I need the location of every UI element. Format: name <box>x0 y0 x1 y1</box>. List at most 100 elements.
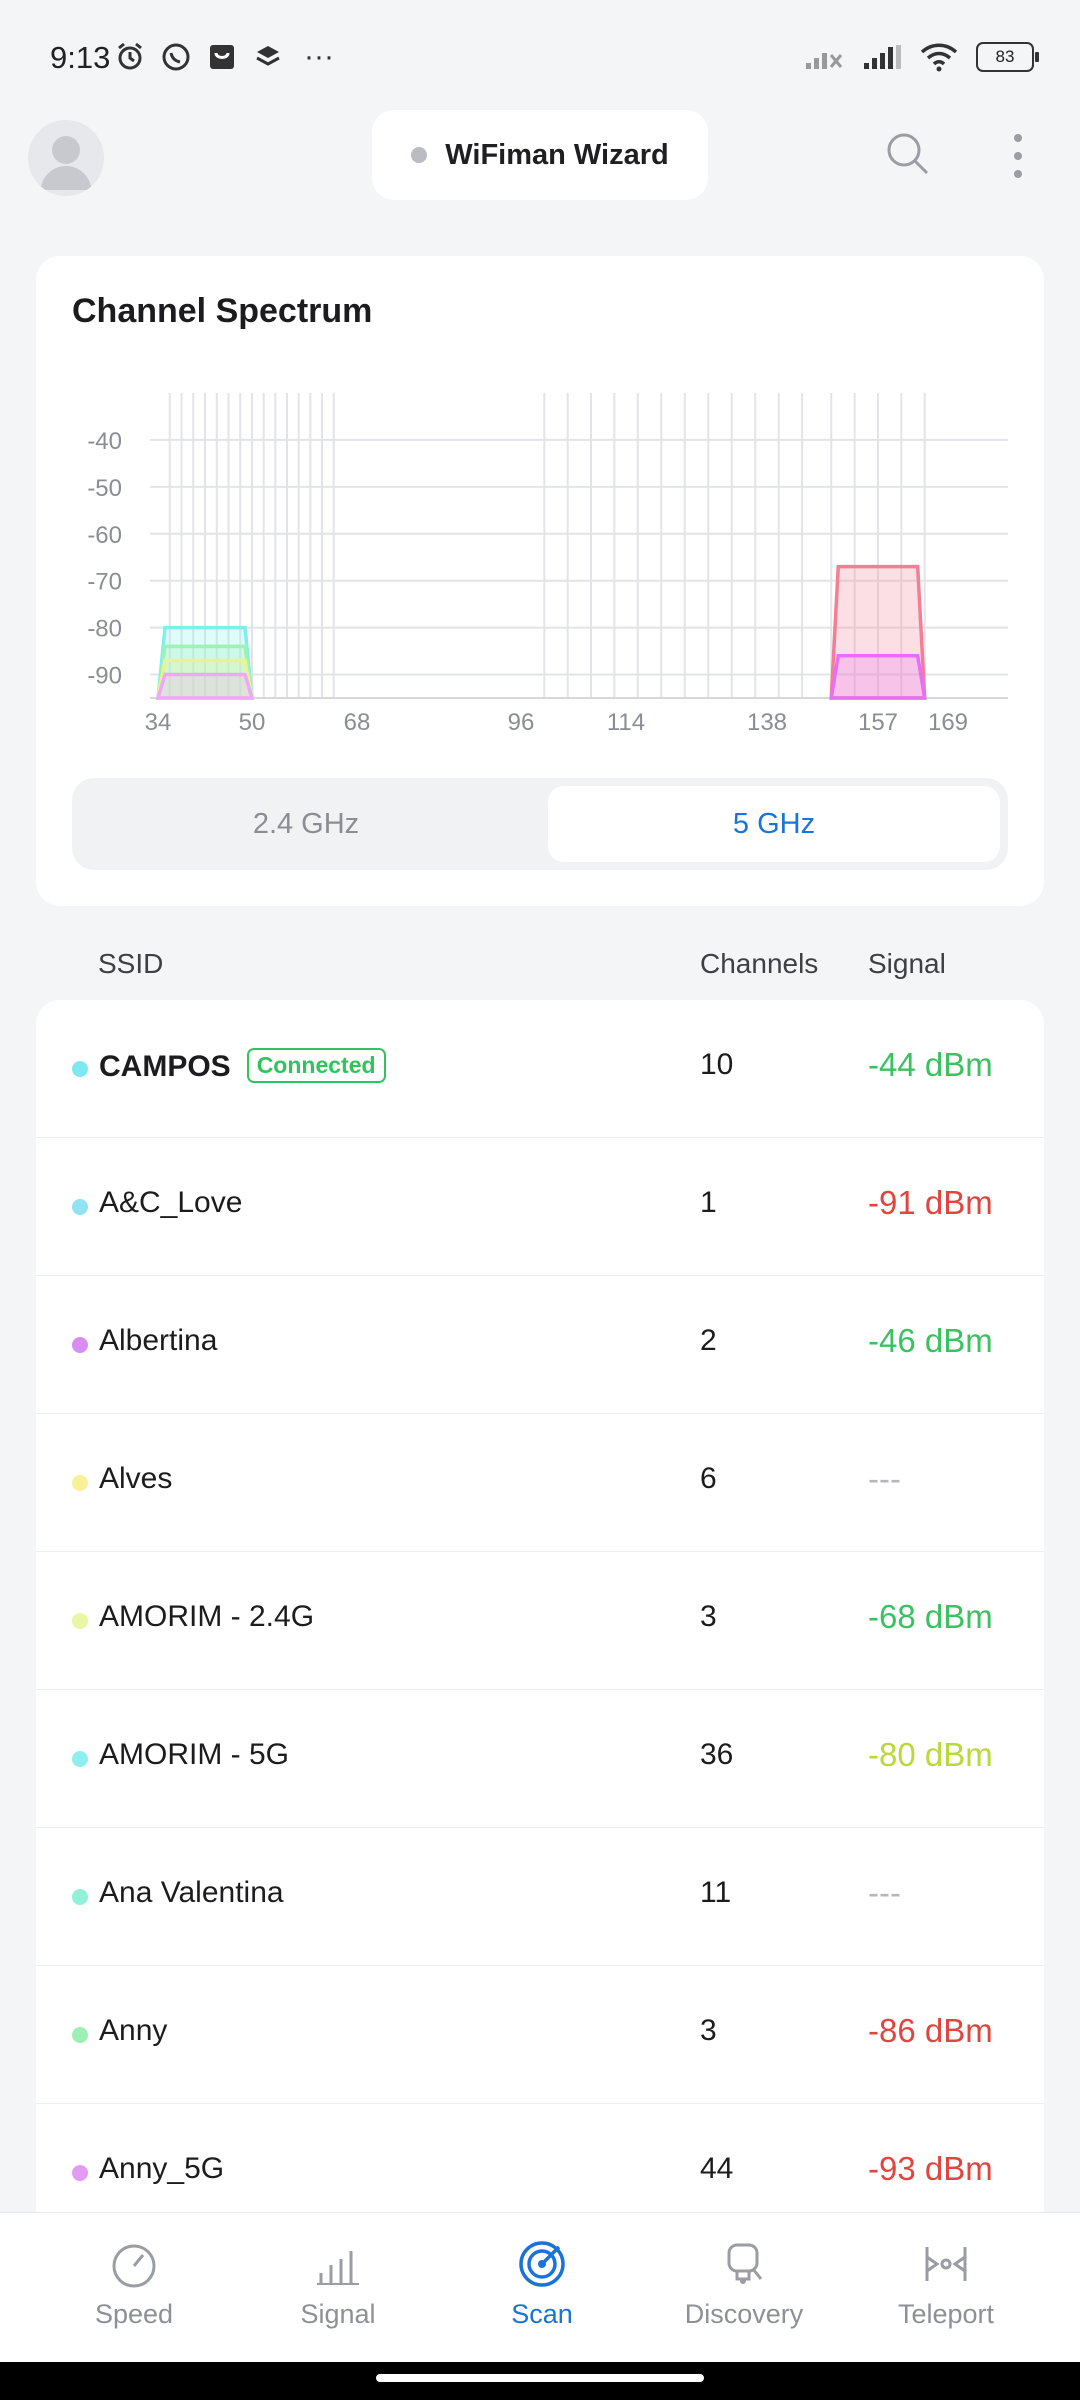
network-channel: 2 <box>700 1324 717 1357</box>
speedometer-icon <box>112 2244 156 2288</box>
network-row[interactable]: AMORIM - 2.4G 3 -68 dBm <box>36 1552 1044 1690</box>
status-time: 9:13 <box>50 40 111 75</box>
channel-spectrum-card: Channel Spectrum -40 -50 -60 -70 -80 -90 34 50 6… <box>36 256 1044 906</box>
band-option-5ghz[interactable]: 5 GHz <box>548 786 1000 862</box>
network-row[interactable]: Alves 6 --- <box>36 1414 1044 1552</box>
y-tick-label: -60 <box>87 522 122 549</box>
network-color-dot <box>72 1889 88 1905</box>
network-ssid-text: Anny_5G <box>99 2152 225 2185</box>
device-discovery-icon <box>727 2243 763 2284</box>
x-tick-label: 157 <box>858 709 898 736</box>
network-list: CAMPOS Connected 10 -44 dBm A&C_Love 1 -91 dBm… <box>36 1000 1044 2214</box>
network-ssid-text: Albertina <box>99 1324 218 1357</box>
network-color-dot <box>72 1061 88 1077</box>
channel-spectrum-chart: -40 -50 -60 -70 -80 -90 34 50 68 96 114 138 157 169 <box>87 393 1008 736</box>
search-button[interactable] <box>884 130 932 178</box>
x-tick-label: 169 <box>928 709 968 736</box>
x-tick-label: 68 <box>344 709 371 736</box>
network-row[interactable]: A&C_Love 1 -91 dBm <box>36 1138 1044 1276</box>
status-notification-icons: ··· <box>114 40 334 74</box>
radar-icon <box>519 2241 565 2287</box>
nav-scan[interactable]: Scan <box>462 2239 622 2330</box>
network-color-dot <box>72 1337 88 1353</box>
system-navigation-bar <box>0 2362 1080 2400</box>
nav-discovery-label: Discovery <box>684 2299 804 2329</box>
y-tick-label: -70 <box>87 569 122 596</box>
nav-teleport-label: Teleport <box>897 2299 995 2329</box>
x-tick-label: 34 <box>145 709 172 736</box>
nav-speed[interactable]: Speed <box>54 2239 214 2330</box>
home-indicator[interactable] <box>376 2374 704 2382</box>
network-table-header: SSID Channels Signal <box>0 934 1080 994</box>
network-ssid-text: A&C_Love <box>99 1186 243 1219</box>
status-bar: 9:13 ··· 83 <box>0 0 1080 110</box>
network-signal: -44 dBm <box>868 1046 993 1083</box>
teleport-icon <box>925 2247 967 2281</box>
y-tick-label: -90 <box>87 663 122 690</box>
network-row[interactable]: Ana Valentina 11 --- <box>36 1828 1044 1966</box>
search-icon <box>887 133 929 175</box>
network-color-dot <box>72 2165 88 2181</box>
y-tick-label: -80 <box>87 616 122 643</box>
network-ssid-text: Alves <box>99 1462 173 1495</box>
whatsapp-icon <box>162 43 190 71</box>
nav-signal[interactable]: Signal <box>258 2239 418 2330</box>
network-ssid: Alves <box>99 1462 172 1496</box>
network-channel: 3 <box>700 2014 717 2047</box>
network-ssid: AMORIM - 2.4G <box>99 1600 314 1634</box>
y-tick-label: -50 <box>87 475 122 502</box>
page-title: WiFiman Wizard <box>445 138 669 171</box>
x-tick-label: 50 <box>239 709 266 736</box>
network-channel: 36 <box>700 1738 734 1771</box>
network-ssid-text: CAMPOS <box>99 1050 231 1083</box>
more-options-button[interactable] <box>1000 130 1036 182</box>
x-tick-label: 138 <box>747 709 787 736</box>
network-signal: --- <box>868 1460 901 1497</box>
app-title-pill[interactable]: WiFiman Wizard <box>372 110 708 200</box>
nav-discovery[interactable]: Discovery <box>664 2239 824 2330</box>
network-signal: -93 dBm <box>868 2150 993 2187</box>
network-ssid-text: Ana Valentina <box>99 1876 284 1909</box>
avatar[interactable] <box>28 120 104 196</box>
network-signal: -46 dBm <box>868 1322 993 1359</box>
network-row[interactable]: CAMPOS Connected 10 -44 dBm <box>36 1000 1044 1138</box>
network-ssid-text: AMORIM - 2.4G <box>99 1600 315 1633</box>
status-system-icons: 83 <box>804 42 1039 72</box>
network-row[interactable]: Anny_5G 44 -93 dBm <box>36 2104 1044 2214</box>
network-ssid: CAMPOS Connected <box>99 1048 386 1084</box>
x-tick-label: 96 <box>508 709 535 736</box>
signal-bars-icon <box>317 2251 359 2285</box>
cellular-signal-no-service-icon <box>806 53 843 69</box>
network-row[interactable]: Anny 3 -86 dBm <box>36 1966 1044 2104</box>
network-signal: -86 dBm <box>868 2012 993 2049</box>
network-channel: 44 <box>700 2152 734 2185</box>
network-ssid: A&C_Love <box>99 1186 242 1220</box>
header-signal[interactable]: Signal <box>868 948 946 979</box>
connected-badge: Connected <box>246 1048 386 1083</box>
more-vertical-icon <box>1014 134 1022 178</box>
network-ssid-text: Anny <box>99 2014 168 2047</box>
header-channels[interactable]: Channels <box>700 948 819 979</box>
nav-teleport[interactable]: Teleport <box>866 2239 1026 2330</box>
alarm-icon <box>118 42 142 70</box>
shop-icon <box>210 45 234 69</box>
network-channel: 1 <box>700 1186 717 1219</box>
header-ssid[interactable]: SSID <box>98 948 164 979</box>
network-color-dot <box>72 1613 88 1629</box>
network-ssid-text: AMORIM - 5G <box>99 1738 290 1771</box>
spectrum-series-area <box>829 654 927 700</box>
network-signal: -91 dBm <box>868 1184 993 1221</box>
nav-signal-label: Signal <box>300 2299 376 2329</box>
network-ssid: Ana Valentina <box>99 1876 284 1910</box>
status-more: ··· <box>304 40 334 73</box>
band-option-2-4ghz[interactable]: 2.4 GHz <box>252 807 360 840</box>
network-row[interactable]: AMORIM - 5G 36 -80 dBm <box>36 1690 1044 1828</box>
wifi-icon <box>920 43 958 72</box>
network-channel: 11 <box>700 1876 732 1909</box>
nav-scan-label: Scan <box>511 2299 573 2329</box>
bottom-navigation: Speed Signal Scan Discovery Teleport <box>0 2212 1080 2363</box>
network-signal: -80 dBm <box>868 1736 993 1773</box>
network-row[interactable]: Albertina 2 -46 dBm <box>36 1276 1044 1414</box>
network-signal: -68 dBm <box>868 1598 993 1635</box>
network-ssid: Albertina <box>99 1324 217 1358</box>
